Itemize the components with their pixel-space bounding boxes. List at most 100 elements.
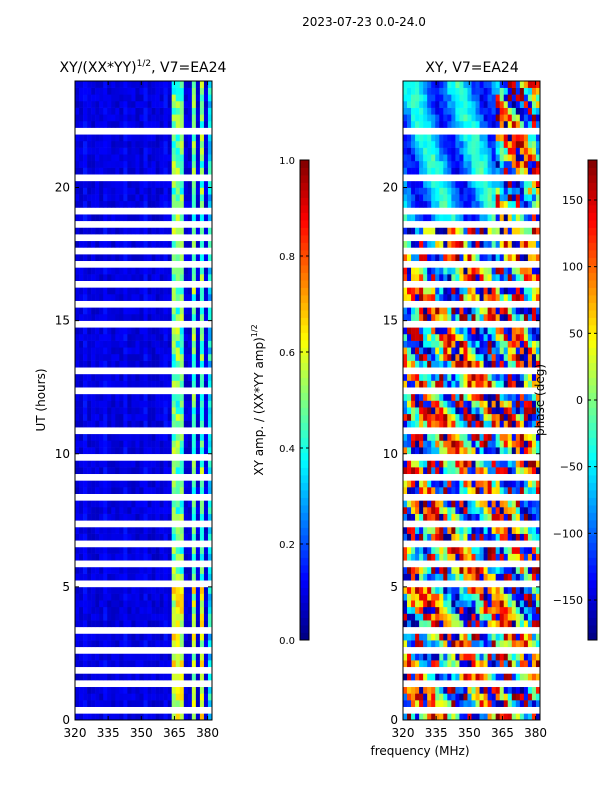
- amplitude-cell: [203, 420, 209, 428]
- amplitude-cell: [95, 606, 100, 614]
- amplitude-cell: [207, 353, 213, 361]
- amplitude-cell: [135, 620, 140, 628]
- phase-cell: [503, 200, 509, 208]
- phase-cell: [531, 327, 537, 335]
- phase-cell: [411, 467, 416, 475]
- amplitude-cell: [183, 100, 189, 108]
- phase-cell: [527, 267, 533, 275]
- phase-cell: [419, 413, 424, 421]
- phase-cell: [435, 586, 440, 594]
- phase-cell: [527, 407, 533, 415]
- amplitude-cell: [115, 573, 120, 581]
- phase-cell: [523, 407, 529, 415]
- phase-cell: [439, 606, 444, 614]
- amplitude-cell: [91, 586, 96, 594]
- phase-cell: [527, 467, 533, 475]
- phase-cell: [483, 147, 488, 155]
- amplitude-cell: [199, 653, 205, 661]
- amplitude-cell: [151, 713, 156, 721]
- amplitude-cell: [75, 440, 80, 448]
- phase-cell: [483, 713, 488, 721]
- amplitude-cell: [115, 467, 120, 475]
- amplitude-cell: [115, 180, 120, 188]
- amplitude-cell: [151, 160, 156, 168]
- amplitude-cell: [99, 513, 104, 521]
- amplitude-cell: [143, 440, 148, 448]
- phase-cell: [531, 480, 537, 488]
- amplitude-cell: [203, 147, 209, 155]
- amplitude-cell: [127, 400, 132, 408]
- phase-cell: [503, 147, 509, 155]
- amplitude-colorbar-segment: [300, 392, 309, 401]
- amplitude-cell: [139, 700, 144, 707]
- amplitude-cell: [79, 460, 84, 468]
- phase-cell: [519, 533, 525, 541]
- phase-cell: [415, 240, 420, 248]
- amplitude-cell: [115, 606, 120, 614]
- amplitude-cell: [151, 120, 156, 128]
- phase-cell: [447, 100, 452, 108]
- amplitude-cell: [95, 140, 100, 148]
- amplitude-cell: [163, 700, 168, 707]
- amplitude-cell: [155, 327, 160, 335]
- phase-cell: [463, 460, 468, 468]
- phase-cell: [459, 526, 464, 534]
- amplitude-cell: [155, 546, 160, 554]
- phase-cell: [507, 393, 513, 401]
- amplitude-cell: [115, 160, 120, 168]
- amplitude-cell: [151, 353, 156, 361]
- amplitude-cell: [139, 653, 144, 661]
- phase-cell: [527, 660, 533, 668]
- amplitude-cell: [151, 194, 156, 202]
- phase-cell: [447, 713, 452, 721]
- amplitude-cell: [183, 566, 189, 574]
- amplitude-cell: [115, 154, 120, 162]
- phase-cell: [443, 160, 448, 168]
- phase-cell: [439, 447, 444, 455]
- phase-cell: [435, 693, 440, 701]
- phase-cell: [527, 194, 533, 202]
- amplitude-cell: [195, 606, 201, 614]
- phase-cell: [507, 407, 513, 415]
- phase-cell: [407, 553, 412, 561]
- phase-cell: [415, 167, 420, 175]
- phase-cell: [463, 673, 468, 681]
- amplitude-cell: [91, 360, 96, 368]
- amplitude-cell: [167, 360, 173, 368]
- amplitude-cell: [195, 433, 201, 441]
- phase-cell: [447, 254, 452, 262]
- amplitude-cell: [107, 100, 112, 108]
- phase-cell: [515, 480, 521, 488]
- phase-cell: [447, 487, 452, 494]
- amplitude-cell: [199, 114, 205, 122]
- amplitude-cell: [171, 600, 177, 608]
- phase-cell: [475, 467, 480, 475]
- amplitude-cell: [103, 140, 108, 148]
- amplitude-cell: [123, 327, 128, 335]
- amplitude-cell: [147, 214, 152, 222]
- amplitude-cell: [95, 447, 100, 455]
- phase-cell: [511, 613, 517, 621]
- phase-cell: [483, 700, 488, 707]
- amplitude-cell: [99, 307, 104, 315]
- phase-cell: [523, 120, 529, 128]
- amplitude-cell: [171, 340, 177, 348]
- phase-cell: [443, 81, 448, 88]
- amplitude-cell: [183, 287, 189, 295]
- phase-cell: [467, 400, 472, 408]
- amplitude-heatmap: [75, 81, 213, 721]
- amplitude-cell: [195, 254, 201, 262]
- amplitude-cell: [91, 154, 96, 162]
- phase-cell: [407, 120, 412, 128]
- phase-cell: [483, 347, 488, 355]
- phase-cell: [479, 660, 484, 668]
- amplitude-cell: [179, 380, 185, 388]
- amplitude-cell: [131, 307, 136, 315]
- amplitude-cell: [203, 313, 209, 321]
- phase-cell: [403, 467, 408, 475]
- amplitude-cell: [147, 660, 152, 668]
- amplitude-cell: [207, 167, 213, 175]
- amplitude-cell: [179, 673, 185, 681]
- phase-cell: [467, 373, 472, 381]
- phase-cell: [463, 480, 468, 488]
